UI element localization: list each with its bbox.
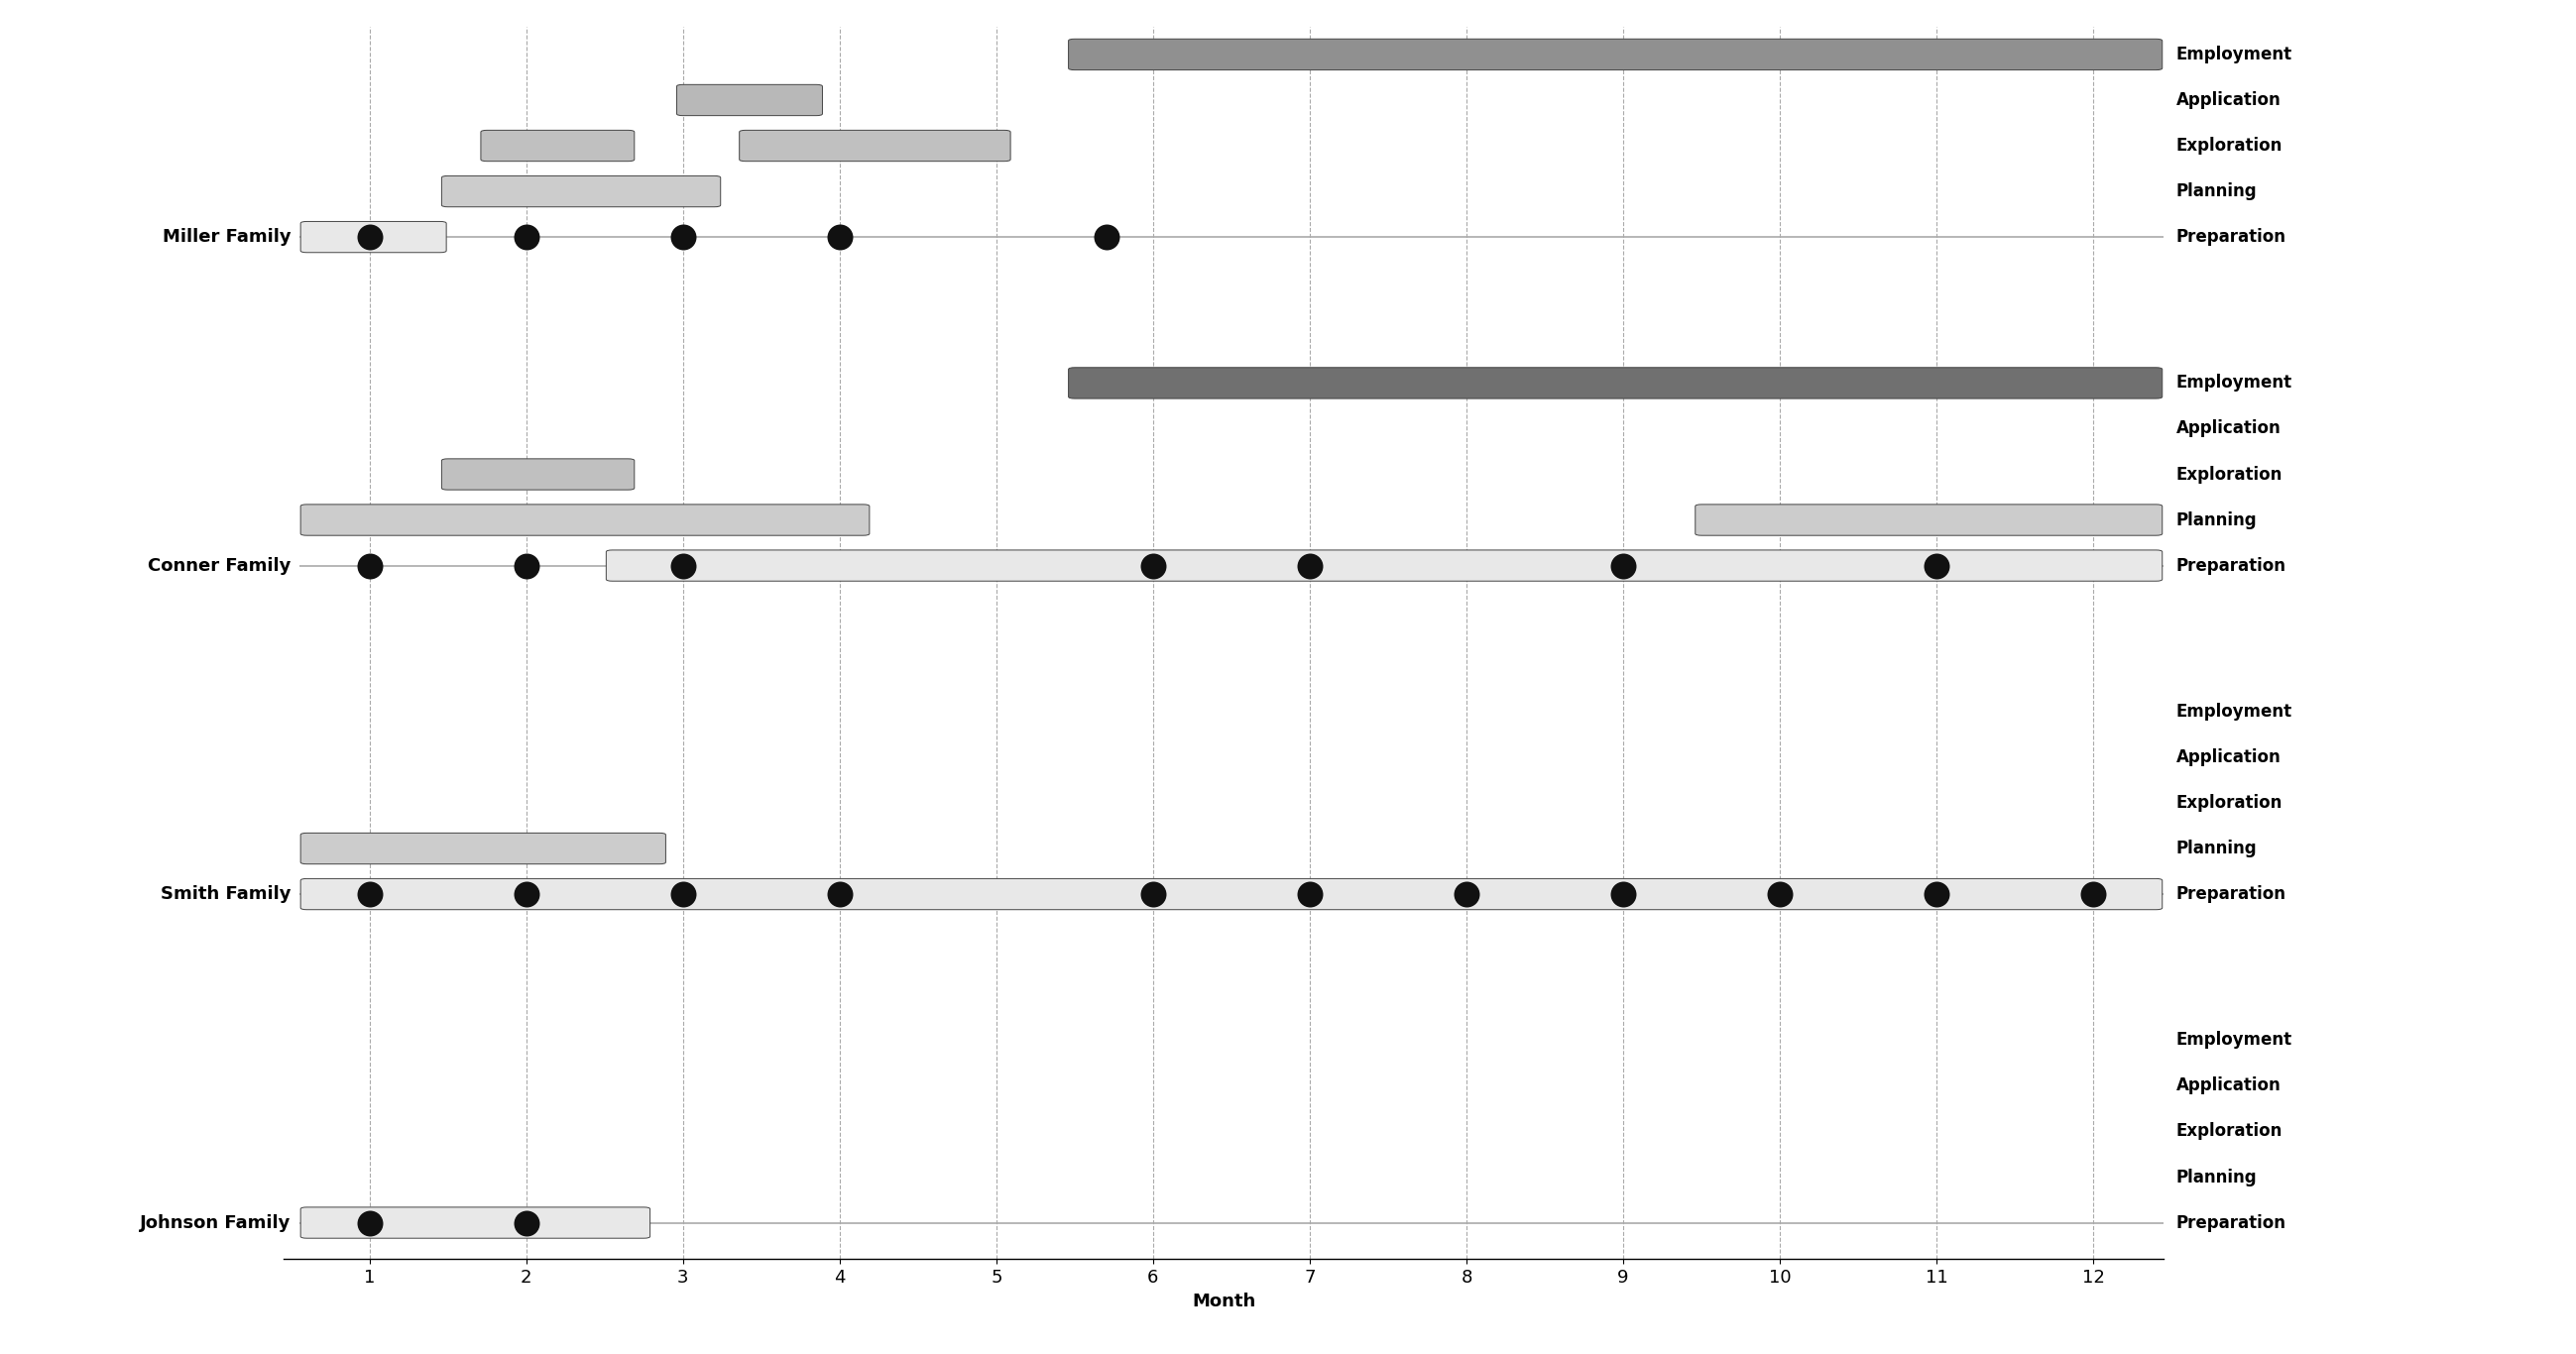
Point [1602,555,1643,577]
Point [1445,883,1486,904]
FancyBboxPatch shape [482,130,634,161]
Text: Preparation: Preparation [2177,886,2287,903]
Text: Employment: Employment [2177,1032,2293,1049]
Text: Exploration: Exploration [2177,137,2282,154]
Point [819,226,860,248]
Text: Application: Application [2177,1076,2282,1095]
Point [348,1212,389,1233]
Text: Conner Family: Conner Family [147,556,291,574]
Point [1288,883,1329,904]
FancyBboxPatch shape [440,176,721,207]
FancyBboxPatch shape [739,130,1010,161]
FancyBboxPatch shape [301,505,871,535]
Point [662,883,703,904]
Text: Planning: Planning [2177,839,2257,857]
Point [348,883,389,904]
Point [348,555,389,577]
Point [1602,883,1643,904]
Text: Application: Application [2177,91,2282,110]
Text: Application: Application [2177,749,2282,766]
FancyBboxPatch shape [605,550,2161,581]
Text: Planning: Planning [2177,183,2257,200]
Point [662,555,703,577]
Text: Employment: Employment [2177,46,2293,64]
Text: Application: Application [2177,420,2282,437]
Text: Miller Family: Miller Family [162,227,291,246]
Point [1917,555,1958,577]
FancyBboxPatch shape [1695,505,2161,535]
Text: Smith Family: Smith Family [160,886,291,903]
FancyBboxPatch shape [301,833,665,864]
Point [662,226,703,248]
Text: Preparation: Preparation [2177,556,2287,574]
Point [1288,555,1329,577]
Point [505,1212,546,1233]
FancyBboxPatch shape [440,459,634,490]
Text: Planning: Planning [2177,1169,2257,1186]
Point [1133,883,1175,904]
Point [819,883,860,904]
Point [348,226,389,248]
Point [1917,883,1958,904]
Text: Employment: Employment [2177,703,2293,720]
Point [1759,883,1801,904]
Point [505,226,546,248]
Point [1133,555,1175,577]
Text: Preparation: Preparation [2177,1213,2287,1232]
FancyBboxPatch shape [1069,39,2161,70]
FancyBboxPatch shape [301,222,446,252]
FancyBboxPatch shape [677,84,822,115]
Point [1084,226,1126,248]
Text: Exploration: Exploration [2177,466,2282,483]
Text: Employment: Employment [2177,374,2293,391]
Text: Exploration: Exploration [2177,793,2282,812]
FancyBboxPatch shape [1069,367,2161,398]
FancyBboxPatch shape [301,1208,649,1238]
X-axis label: Month: Month [1193,1292,1255,1311]
Point [505,555,546,577]
Point [505,883,546,904]
Text: Planning: Planning [2177,510,2257,529]
Text: Exploration: Exploration [2177,1122,2282,1140]
Point [2074,883,2115,904]
Text: Johnson Family: Johnson Family [139,1213,291,1232]
FancyBboxPatch shape [301,879,2161,910]
Text: Preparation: Preparation [2177,227,2287,246]
